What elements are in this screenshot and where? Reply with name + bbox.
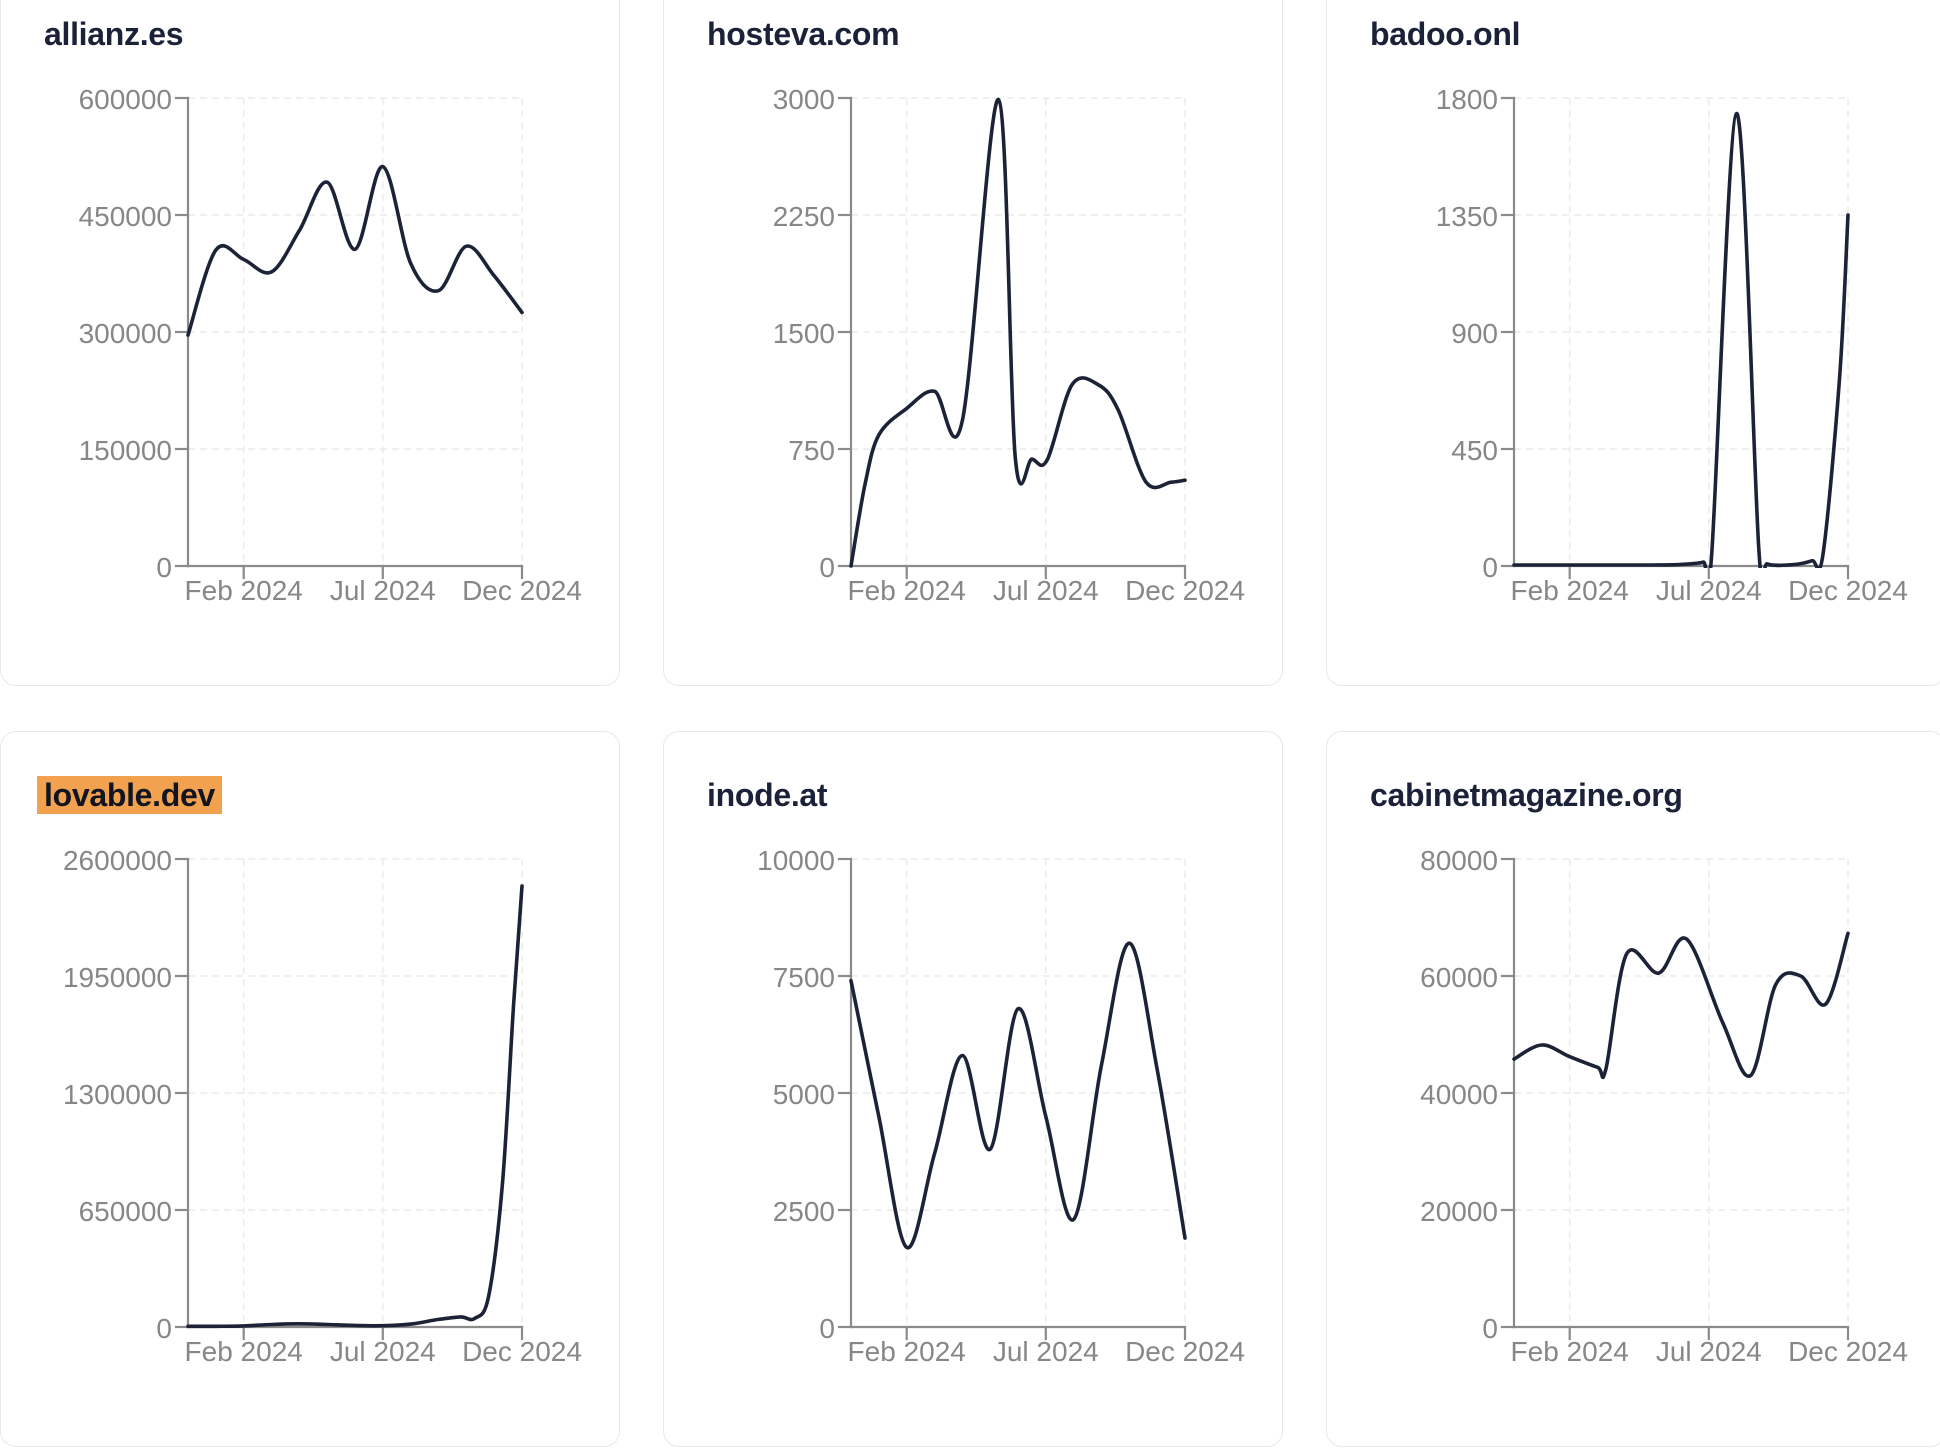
- y-tick-label: 1800: [1436, 84, 1498, 115]
- y-tick-label: 0: [156, 1313, 172, 1344]
- gridlines: [188, 858, 523, 1327]
- y-tick-label: 60000: [1420, 962, 1498, 993]
- axes: [1500, 857, 1850, 1341]
- y-tick-label: 2500: [773, 1196, 835, 1227]
- chart-title-highlighted: lovable.dev: [37, 776, 222, 814]
- tick-labels: 0 20000 40000 60000 80000 Feb 2024 Jul 2024 Dec…: [1420, 845, 1908, 1367]
- tick-labels: 0 450 900 1350 1800 Feb 2024 Jul 2024 Dec 2024: [1436, 84, 1908, 606]
- chart-card-hosteva-com: hosteva.com 0 750 1500 2250 3000 Feb 2024 Jul …: [663, 0, 1283, 686]
- tick-labels: 0 150000 300000 450000 600000 Feb 2024 Jul 202…: [79, 84, 582, 606]
- y-tick-label: 150000: [79, 435, 172, 466]
- x-tick-label: Dec 2024: [1788, 575, 1908, 606]
- x-tick-label: Jul 2024: [1656, 1336, 1762, 1367]
- chart-card-cabinetmagazine-org: cabinetmagazine.org 0 20000 40000 60000 8000…: [1326, 731, 1940, 1447]
- chart-title: allianz.es: [44, 16, 184, 52]
- x-tick-label: Feb 2024: [1511, 575, 1629, 606]
- tick-labels: 0 750 1500 2250 3000 Feb 2024 Jul 2024 Dec 2024: [773, 84, 1245, 606]
- series-line: [1512, 111, 1850, 568]
- y-tick-label: 40000: [1420, 1079, 1498, 1110]
- chart-title: cabinetmagazine.org: [1370, 777, 1683, 813]
- line-chart-lovable-dev: 0 650000 1300000 1950000 2600000 Feb 2024 Jul …: [63, 845, 582, 1367]
- x-tick-label: Jul 2024: [330, 1336, 436, 1367]
- x-tick-label: Jul 2024: [993, 1336, 1099, 1367]
- line-chart-cabinetmagazine-org: 0 20000 40000 60000 80000 Feb 2024 Jul 2024 Dec…: [1420, 845, 1908, 1367]
- gridlines: [851, 97, 1186, 566]
- y-tick-label: 900: [1451, 318, 1498, 349]
- series-line: [1512, 931, 1850, 1080]
- gridlines: [1514, 858, 1849, 1327]
- y-tick-label: 1500: [773, 318, 835, 349]
- x-tick-label: Jul 2024: [993, 575, 1099, 606]
- y-tick-label: 80000: [1420, 845, 1498, 876]
- axes: [174, 96, 524, 580]
- y-tick-label: 1350: [1436, 201, 1498, 232]
- chart-card-allianz-es: allianz.es 0 150000 300000 450000 600000 Feb …: [0, 0, 620, 686]
- series-line: [849, 941, 1187, 1250]
- axes: [837, 96, 1187, 580]
- chart-title: inode.at: [707, 777, 828, 813]
- x-tick-label: Dec 2024: [1125, 1336, 1245, 1367]
- y-tick-label: 2600000: [63, 845, 172, 876]
- chart-title: badoo.onl: [1370, 16, 1521, 52]
- x-tick-label: Dec 2024: [462, 575, 582, 606]
- axes: [837, 857, 1187, 1341]
- y-tick-label: 20000: [1420, 1196, 1498, 1227]
- x-tick-label: Feb 2024: [1511, 1336, 1629, 1367]
- line-chart-badoo-onl: 0 450 900 1350 1800 Feb 2024 Jul 2024 Dec 2024: [1436, 84, 1908, 606]
- x-tick-label: Dec 2024: [1125, 575, 1245, 606]
- x-tick-label: Feb 2024: [185, 575, 303, 606]
- x-tick-label: Jul 2024: [1656, 575, 1762, 606]
- x-tick-label: Feb 2024: [848, 1336, 966, 1367]
- y-tick-label: 0: [156, 552, 172, 583]
- chart-card-inode-at: inode.at 0 2500 5000 7500 10000 Feb 2024 Jul 2…: [663, 731, 1283, 1447]
- series-line: [186, 884, 524, 1329]
- line-chart-hosteva-com: 0 750 1500 2250 3000 Feb 2024 Jul 2024 Dec 2024: [773, 84, 1245, 606]
- line-chart-allianz-es: 0 150000 300000 450000 600000 Feb 2024 Jul 202…: [79, 84, 582, 606]
- gridlines: [1514, 97, 1849, 566]
- chart-card-lovable-dev: lovable.dev 0 650000 1300000 1950000 2600000…: [0, 731, 620, 1447]
- axes: [1500, 96, 1850, 580]
- y-tick-label: 0: [819, 1313, 835, 1344]
- y-tick-label: 0: [1482, 552, 1498, 583]
- x-tick-label: Jul 2024: [330, 575, 436, 606]
- x-tick-label: Feb 2024: [185, 1336, 303, 1367]
- series-line: [849, 97, 1187, 568]
- x-tick-label: Dec 2024: [1788, 1336, 1908, 1367]
- y-tick-label: 7500: [773, 962, 835, 993]
- chart-title: hosteva.com: [707, 16, 900, 52]
- y-tick-label: 750: [788, 435, 835, 466]
- y-tick-label: 300000: [79, 318, 172, 349]
- gridlines: [188, 97, 523, 566]
- x-tick-label: Feb 2024: [848, 575, 966, 606]
- y-tick-label: 0: [1482, 1313, 1498, 1344]
- y-tick-label: 10000: [757, 845, 835, 876]
- chart-card-badoo-onl: badoo.onl 0 450 900 1350 1800 Feb 2024 Jul 202…: [1326, 0, 1940, 686]
- x-tick-label: Dec 2024: [462, 1336, 582, 1367]
- y-tick-label: 650000: [79, 1196, 172, 1227]
- y-tick-label: 5000: [773, 1079, 835, 1110]
- line-chart-inode-at: 0 2500 5000 7500 10000 Feb 2024 Jul 2024 Dec 20…: [757, 845, 1245, 1367]
- y-tick-label: 600000: [79, 84, 172, 115]
- tick-labels: 0 2500 5000 7500 10000 Feb 2024 Jul 2024 Dec 20…: [757, 845, 1245, 1367]
- y-tick-label: 450000: [79, 201, 172, 232]
- axes: [174, 857, 524, 1341]
- gridlines: [851, 858, 1186, 1327]
- y-tick-label: 1950000: [63, 962, 172, 993]
- y-tick-label: 0: [819, 552, 835, 583]
- y-tick-label: 2250: [773, 201, 835, 232]
- tick-labels: 0 650000 1300000 1950000 2600000 Feb 2024 Jul …: [63, 845, 582, 1367]
- y-tick-label: 3000: [773, 84, 835, 115]
- y-tick-label: 450: [1451, 435, 1498, 466]
- y-tick-label: 1300000: [63, 1079, 172, 1110]
- series-line: [186, 164, 524, 337]
